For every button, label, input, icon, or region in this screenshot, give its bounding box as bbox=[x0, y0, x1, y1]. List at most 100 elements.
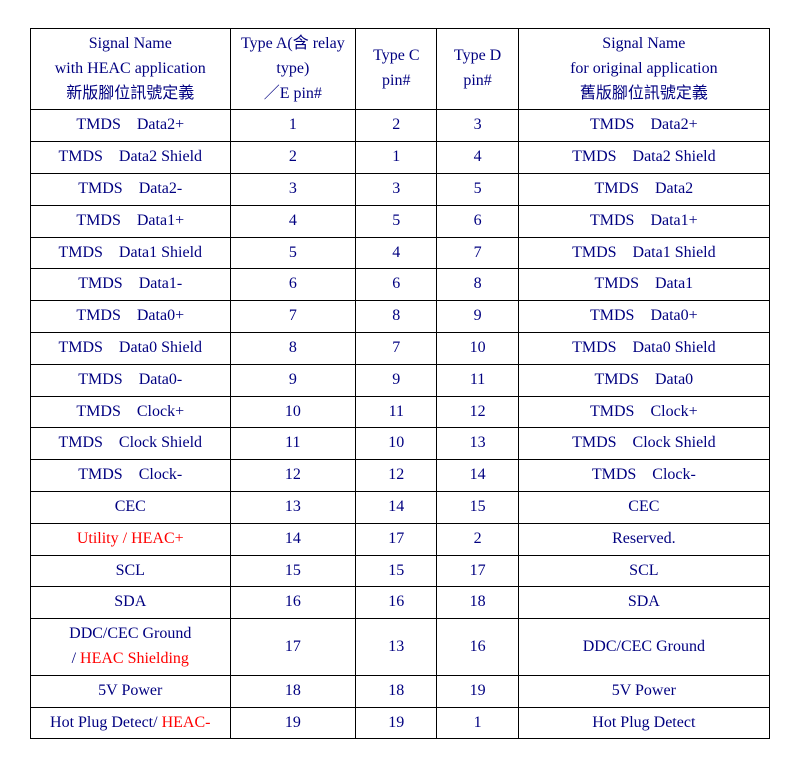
cell-pin: 3 bbox=[356, 173, 437, 205]
cell-pin: 11 bbox=[437, 364, 518, 396]
cell-text: Hot Plug Detect/ bbox=[50, 714, 162, 731]
cell-pin: 18 bbox=[356, 675, 437, 707]
table-row: TMDS Data0+789TMDS Data0+ bbox=[31, 301, 770, 333]
cell-pin: 7 bbox=[437, 237, 518, 269]
cell-signal-original: TMDS Data2+ bbox=[518, 110, 769, 142]
cell-text: TMDS Data2- bbox=[78, 180, 182, 197]
cell-signal-heac: Utility / HEAC+ bbox=[31, 523, 231, 555]
cell-pin: 5 bbox=[437, 173, 518, 205]
table-row: TMDS Clock Shield111013TMDS Clock Shield bbox=[31, 428, 770, 460]
hdr-type-d: Type D pin# bbox=[437, 29, 518, 110]
cell-signal-original: 5V Power bbox=[518, 675, 769, 707]
cell-pin: 11 bbox=[230, 428, 356, 460]
cell-pin: 3 bbox=[230, 173, 356, 205]
cell-pin: 13 bbox=[437, 428, 518, 460]
cell-pin: 12 bbox=[356, 460, 437, 492]
cell-signal-original: TMDS Data0 bbox=[518, 364, 769, 396]
cell-pin: 6 bbox=[437, 205, 518, 237]
cell-signal-heac: TMDS Clock Shield bbox=[31, 428, 231, 460]
cell-pin: 17 bbox=[437, 555, 518, 587]
cell-pin: 12 bbox=[230, 460, 356, 492]
hdr-text: 新版腳位訊號定義 bbox=[33, 82, 228, 107]
cell-signal-original: TMDS Data0+ bbox=[518, 301, 769, 333]
cell-pin: 17 bbox=[356, 523, 437, 555]
cell-pin: 19 bbox=[230, 707, 356, 739]
cell-pin: 2 bbox=[230, 142, 356, 174]
cell-text: TMDS Clock Shield bbox=[58, 434, 202, 451]
cell-pin: 15 bbox=[437, 491, 518, 523]
table-row: TMDS Data1-668TMDS Data1 bbox=[31, 269, 770, 301]
table-row: TMDS Clock-121214TMDS Clock- bbox=[31, 460, 770, 492]
table-row: SCL151517SCL bbox=[31, 555, 770, 587]
table-row: Utility / HEAC+14172Reserved. bbox=[31, 523, 770, 555]
cell-pin: 16 bbox=[437, 619, 518, 676]
hdr-text: Signal Name bbox=[33, 32, 228, 57]
table-row: TMDS Data0 Shield8710TMDS Data0 Shield bbox=[31, 332, 770, 364]
table-row: CEC131415CEC bbox=[31, 491, 770, 523]
cell-pin: 4 bbox=[356, 237, 437, 269]
cell-pin: 8 bbox=[230, 332, 356, 364]
cell-text: 5V Power bbox=[98, 682, 162, 699]
cell-signal-original: SDA bbox=[518, 587, 769, 619]
cell-pin: 16 bbox=[356, 587, 437, 619]
cell-signal-heac: TMDS Data1 Shield bbox=[31, 237, 231, 269]
cell-pin: 19 bbox=[437, 675, 518, 707]
cell-signal-original: TMDS Clock Shield bbox=[518, 428, 769, 460]
hdr-text: for original application bbox=[521, 57, 767, 82]
cell-text: TMDS Clock+ bbox=[76, 403, 184, 420]
table-row: TMDS Data1 Shield547TMDS Data1 Shield bbox=[31, 237, 770, 269]
table-row: TMDS Data2+123TMDS Data2+ bbox=[31, 110, 770, 142]
cell-pin: 14 bbox=[230, 523, 356, 555]
cell-signal-original: TMDS Clock+ bbox=[518, 396, 769, 428]
table-row: TMDS Clock+101112TMDS Clock+ bbox=[31, 396, 770, 428]
cell-pin: 6 bbox=[356, 269, 437, 301]
cell-text: TMDS Data0 Shield bbox=[58, 339, 202, 356]
hdr-type-a: Type A(含 relay type) ／E pin# bbox=[230, 29, 356, 110]
cell-pin: 7 bbox=[230, 301, 356, 333]
cell-text: Utility / HEAC+ bbox=[77, 530, 184, 547]
cell-text: CEC bbox=[115, 498, 146, 515]
cell-signal-heac: TMDS Clock- bbox=[31, 460, 231, 492]
cell-signal-heac: TMDS Data1+ bbox=[31, 205, 231, 237]
cell-signal-heac: TMDS Data0+ bbox=[31, 301, 231, 333]
cell-pin: 16 bbox=[230, 587, 356, 619]
cell-signal-original: Hot Plug Detect bbox=[518, 707, 769, 739]
cell-signal-heac: DDC/CEC Ground/ HEAC Shielding bbox=[31, 619, 231, 676]
cell-signal-heac: TMDS Data1- bbox=[31, 269, 231, 301]
cell-pin: 4 bbox=[230, 205, 356, 237]
cell-text: TMDS Data2+ bbox=[76, 116, 184, 133]
cell-signal-original: SCL bbox=[518, 555, 769, 587]
cell-pin: 6 bbox=[230, 269, 356, 301]
cell-signal-original: TMDS Data1 Shield bbox=[518, 237, 769, 269]
cell-pin: 18 bbox=[230, 675, 356, 707]
cell-signal-original: Reserved. bbox=[518, 523, 769, 555]
cell-signal-heac: TMDS Data2+ bbox=[31, 110, 231, 142]
cell-pin: 14 bbox=[437, 460, 518, 492]
cell-text: SCL bbox=[116, 562, 145, 579]
cell-text: TMDS Clock- bbox=[78, 466, 182, 483]
cell-pin: 2 bbox=[356, 110, 437, 142]
cell-pin: 4 bbox=[437, 142, 518, 174]
hdr-text: Type D bbox=[439, 44, 515, 69]
cell-pin: 7 bbox=[356, 332, 437, 364]
cell-signal-original: DDC/CEC Ground bbox=[518, 619, 769, 676]
hdr-text: pin# bbox=[358, 69, 434, 94]
cell-pin: 18 bbox=[437, 587, 518, 619]
cell-pin: 1 bbox=[230, 110, 356, 142]
hdr-signal-original: Signal Name for original application 舊版腳… bbox=[518, 29, 769, 110]
cell-pin: 9 bbox=[356, 364, 437, 396]
cell-pin: 3 bbox=[437, 110, 518, 142]
cell-signal-heac: TMDS Data2- bbox=[31, 173, 231, 205]
cell-text: TMDS Data1 Shield bbox=[58, 244, 202, 261]
cell-text-highlight: HEAC- bbox=[162, 714, 211, 731]
table-row: TMDS Data2 Shield214TMDS Data2 Shield bbox=[31, 142, 770, 174]
cell-pin: 11 bbox=[356, 396, 437, 428]
cell-pin: 1 bbox=[356, 142, 437, 174]
cell-pin: 9 bbox=[230, 364, 356, 396]
cell-pin: 5 bbox=[356, 205, 437, 237]
table-row: DDC/CEC Ground/ HEAC Shielding171316DDC/… bbox=[31, 619, 770, 676]
hdr-text: pin# bbox=[439, 69, 515, 94]
cell-text: DDC/CEC Ground bbox=[33, 622, 228, 647]
cell-pin: 13 bbox=[356, 619, 437, 676]
table-row: SDA161618SDA bbox=[31, 587, 770, 619]
